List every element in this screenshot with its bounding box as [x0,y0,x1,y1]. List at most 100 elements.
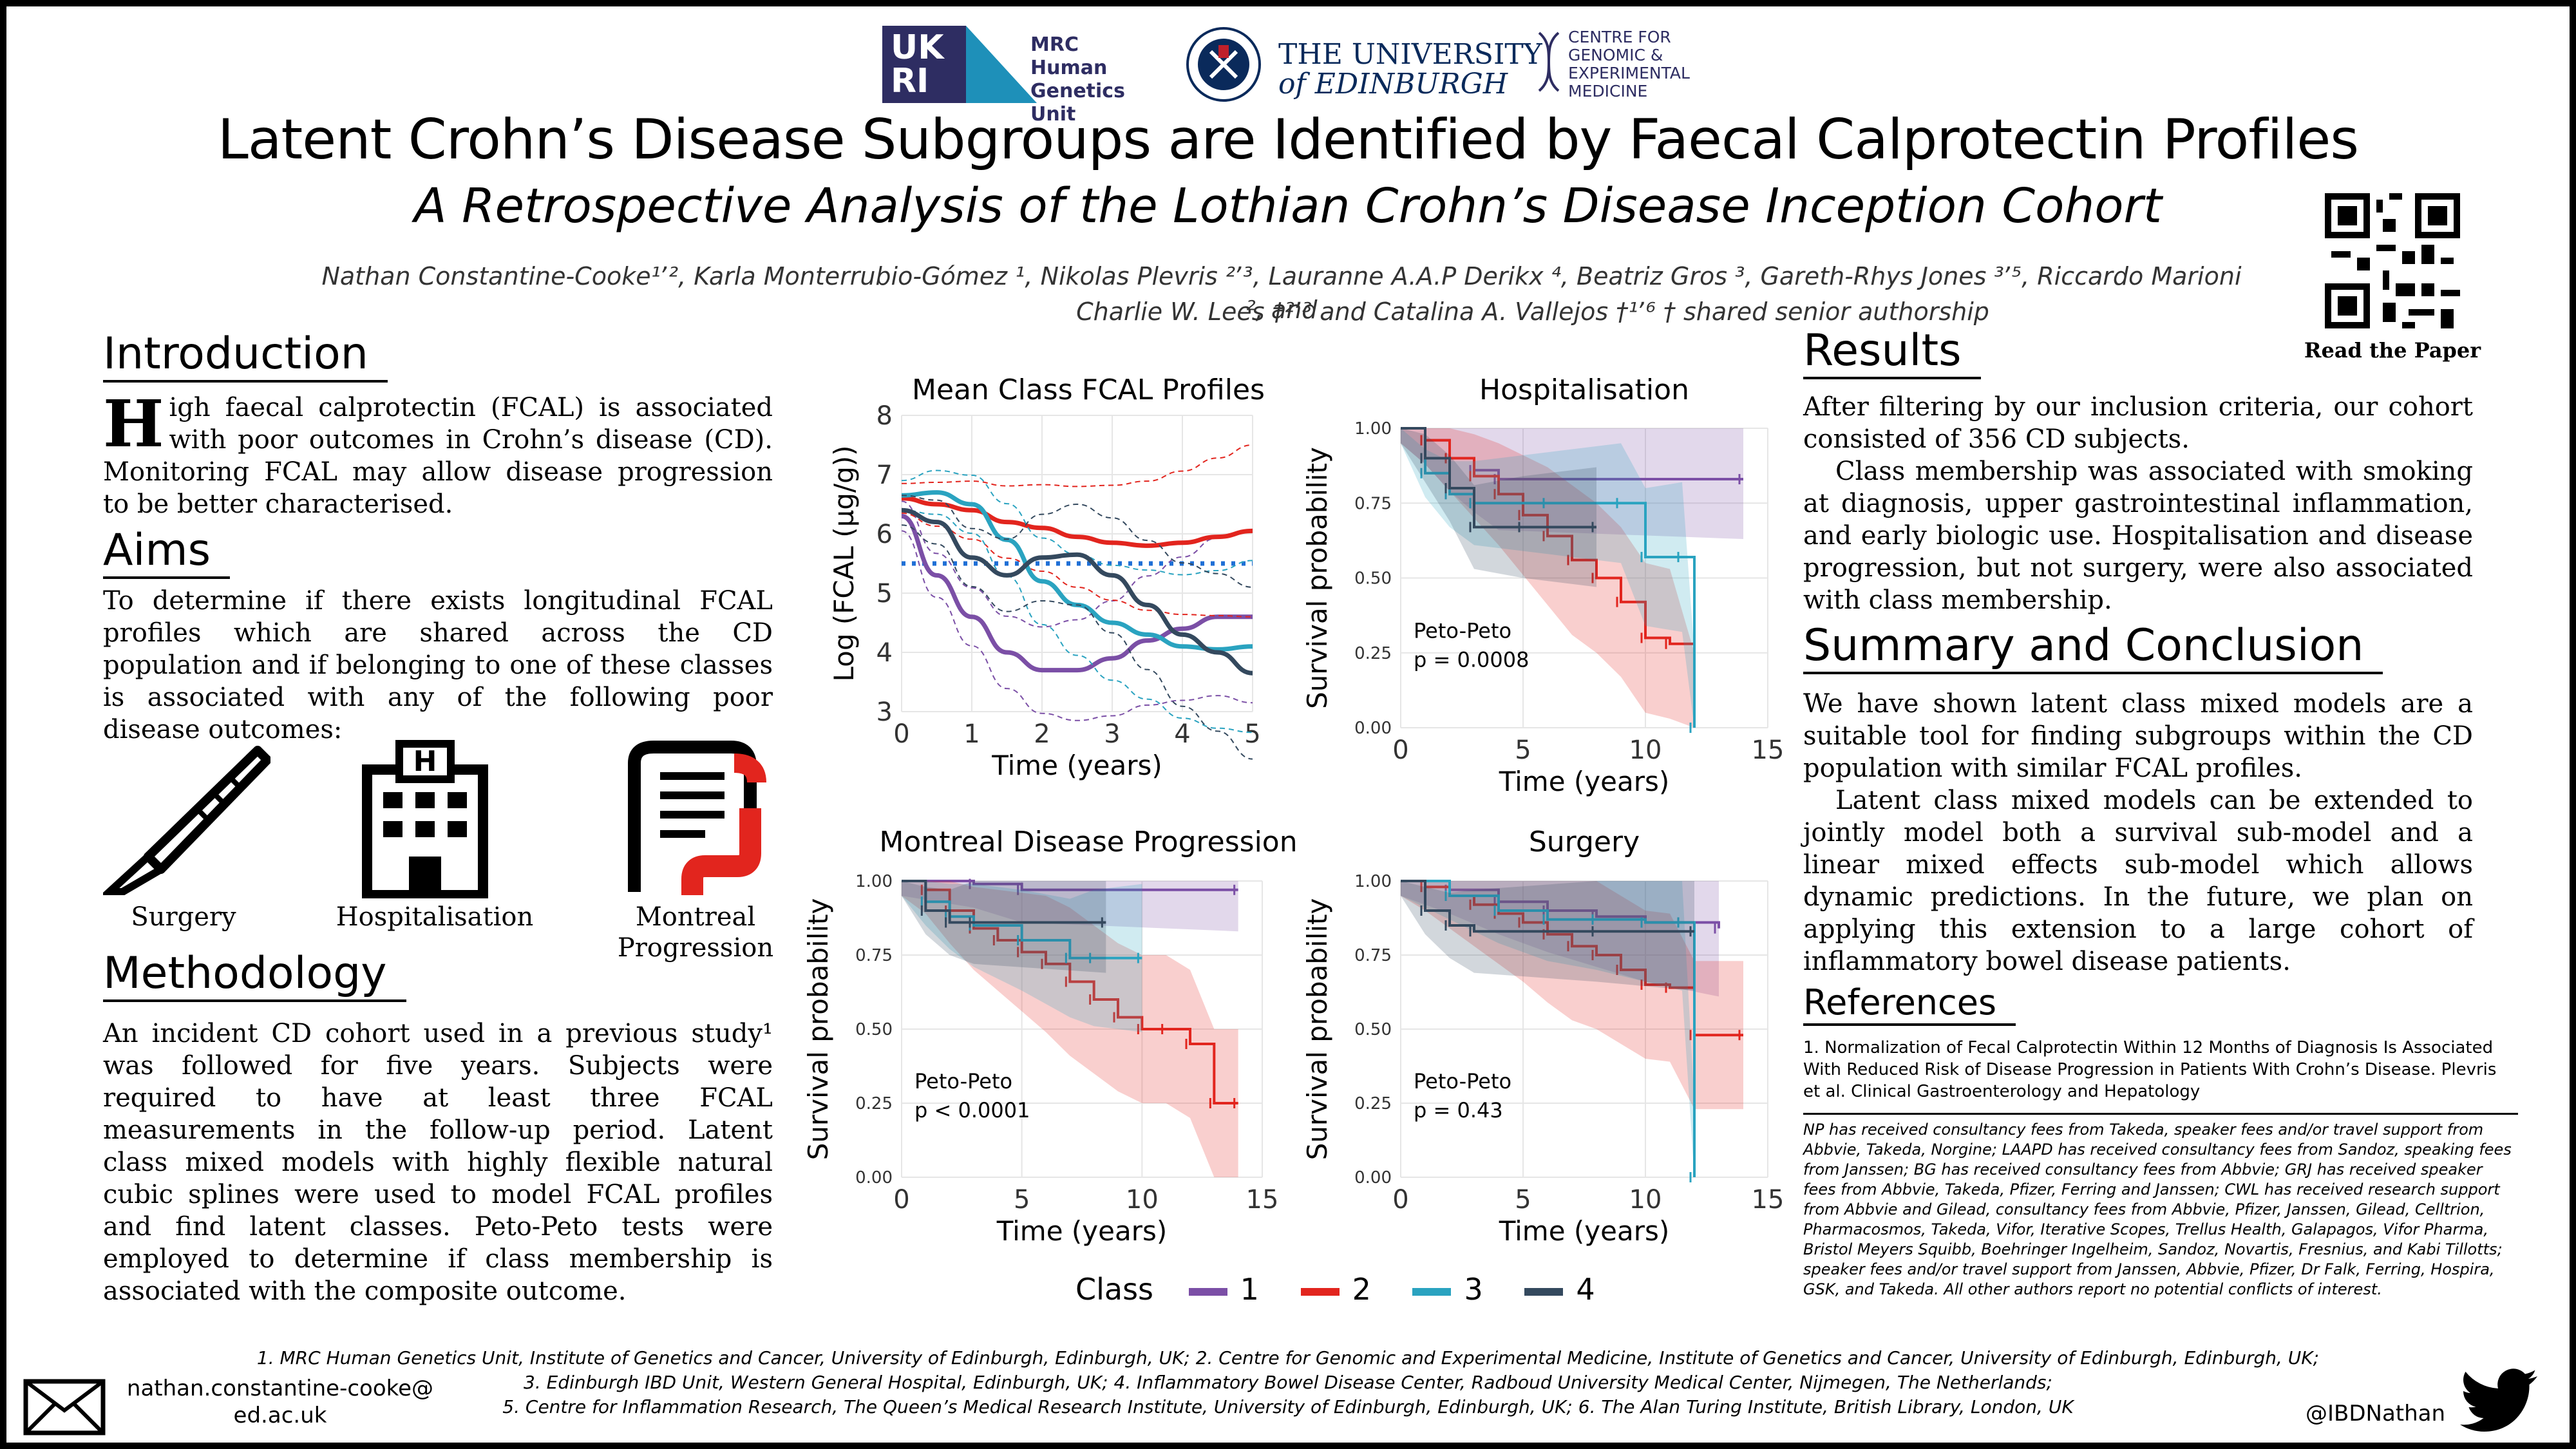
summary-p1: We have shown latent class mixed models … [1803,689,2473,783]
p-value: p = 0.0008 [1414,648,1529,672]
results-heading: Results [1803,325,1981,379]
legend-item-1: 1 [1188,1272,1291,1307]
ci-band-class-4 [1401,881,1694,991]
y-tick-label: 0.75 [1354,946,1392,965]
introduction-heading: Introduction [103,328,388,383]
legend-swatch-3 [1412,1287,1452,1296]
affiliation-line-1: 1. MRC Human Genetics Unit, Institute of… [256,1347,2320,1368]
email-line-1: nathan.constantine-cooke@ [126,1376,434,1401]
qr-label: Read the Paper [2304,338,2481,363]
ci-band-class-1 [1401,881,1719,997]
profile-line-class-2 [901,496,1253,548]
km-curve-class-1 [902,880,1238,891]
x-tick-label: 10 [1629,1185,1662,1215]
ci-band-class-2 [902,881,1238,1177]
poster: UK RI MRC Human Genetics Unit THE UNIVER… [6,6,2570,1443]
x-axis-label: Time (years) [1499,1215,1670,1247]
ukri-logo [882,26,966,103]
ci-band-class-2 [1401,881,1743,1110]
cgem-line-1: CENTRE FOR [1568,28,1671,46]
poster-title: Latent Crohn’s Disease Subgroups are Ide… [217,108,2359,172]
y-tick-label: 5 [876,579,893,609]
plot-title-fcal: Mean Class FCAL Profiles [912,374,1265,406]
y-axis-label: Survival probability [802,898,834,1160]
mrc-line-2: Genetics [1030,80,1125,102]
y-tick-label: 6 [876,520,893,549]
results-p1: After filtering by our inclusion criteri… [1803,392,2473,454]
y-tick-label: 0.75 [1354,494,1392,513]
twitter-handle[interactable]: @IBDNathan [2306,1401,2446,1426]
legend-swatch-4 [1524,1287,1564,1296]
cgem-logo-text: CENTRE FOR GENOMIC & EXPERIMENTAL MEDICI… [1568,28,1690,100]
ukri-logo-text: UK RI [891,28,944,100]
x-tick-label: 10 [1629,735,1662,765]
x-tick-label: 15 [1246,1185,1279,1215]
y-tick-label: 0.00 [855,1168,893,1188]
x-tick-label: 4 [1174,719,1190,749]
x-tick-label: 5 [1515,1185,1531,1215]
cgem-line-3: EXPERIMENTAL [1568,64,1690,82]
email-address[interactable]: nathan.constantine-cooke@ ed.ac.uk [122,1375,438,1429]
qr-code-icon[interactable] [2325,193,2460,328]
x-tick-label: 5 [1244,719,1260,749]
km-curve-class-2 [902,880,1238,1104]
plot-title-hosp: Hospitalisation [1479,374,1689,406]
methodology-text: An incident CD cohort used in a previous… [103,1019,773,1306]
legend-item-4: 4 [1524,1272,1595,1307]
legend-title: Class [1075,1272,1154,1307]
x-tick-label: 0 [893,719,909,749]
test-label: Peto-Peto [1414,1069,1511,1094]
km-curve-class-4 [1401,880,1694,933]
legend-label-1: 1 [1240,1272,1259,1307]
x-tick-label: 5 [1515,735,1531,765]
ci-upper-class-1 [901,500,1253,628]
y-tick-label: 0.25 [1354,1094,1392,1113]
legend-item-2: 2 [1300,1272,1403,1307]
email-icon[interactable] [23,1378,106,1436]
p-value: p < 0.0001 [914,1098,1030,1122]
mrc-line-3: Unit [1030,103,1076,126]
outcome-hospitalisation: Hospitalisation [336,902,534,932]
x-axis-label: Time (years) [1499,766,1670,797]
ci-band-class-4 [902,881,1106,973]
twitter-icon[interactable] [2460,1368,2537,1433]
authors-line-2: Charlie W. Lees †²ʼ³ and Catalina A. Val… [1076,298,1989,326]
km-curve-class-4 [1401,427,1596,529]
cgem-line-2: GENOMIC & [1568,46,1663,64]
profile-line-class-4 [901,507,1253,676]
edinburgh-seal-icon [1186,27,1261,102]
y-tick-label: 0.25 [1354,644,1392,663]
ci-band-class-1 [1401,428,1743,540]
poster-subtitle: A Retrospective Analysis of the Lothian … [413,178,2162,234]
ci-band-class-1 [902,881,1238,932]
y-axis-label: Log (FCAL (µg/g)) [828,445,860,681]
y-tick-label: 0.50 [855,1020,893,1039]
summary-text: We have shown latent class mixed models … [1803,688,2473,978]
uoe-line-2: of EDINBURGH [1278,68,1508,100]
ukri-logo-accent [966,26,1037,103]
legend-swatch-1 [1188,1287,1227,1296]
aims-text: To determine if there exists longitudina… [103,586,773,744]
x-tick-label: 0 [1392,1185,1408,1215]
email-line-2: ed.ac.uk [233,1403,327,1428]
x-tick-label: 1 [963,719,980,749]
intestine-icon [628,741,766,895]
montreal-km-chart: 0.00 0.25 0.50 0.75 1.00 0 5 10 15 Time (years) Su… [802,872,1279,1247]
y-tick-label: 1.00 [1354,872,1392,891]
profile-line-class-3 [901,490,1253,652]
affiliation-line-2: 3. Edinburgh IBD Unit, Western General H… [524,1372,2052,1393]
x-tick-label: 0 [1392,735,1408,765]
ci-lower-class-1 [901,530,1253,721]
y-tick-label: 7 [876,460,893,490]
test-label: Peto-Peto [914,1069,1012,1094]
results-text: After filtering by our inclusion criteri… [1803,391,2473,616]
mrc-line-1: MRC Human [1030,33,1108,79]
svg-text:H: H [413,745,437,778]
summary-heading: Summary and Conclusion [1803,620,2383,674]
x-tick-label: 15 [1752,735,1785,765]
x-tick-label: 3 [1104,719,1120,749]
methodology-heading: Methodology [103,948,406,1002]
km-curve-class-3 [1401,880,1696,1177]
summary-p2: Latent class mixed models can be extende… [1803,786,2473,976]
